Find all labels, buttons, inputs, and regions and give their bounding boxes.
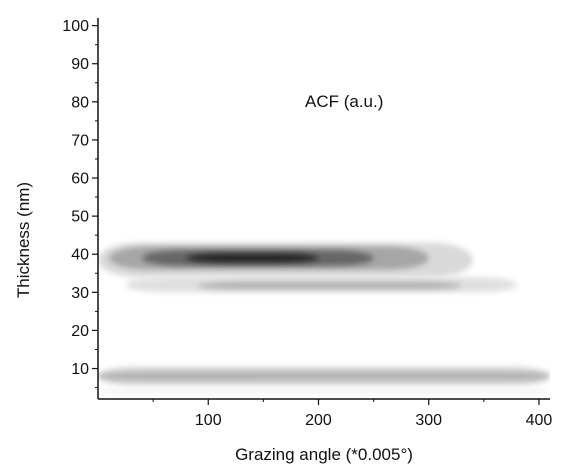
y-tick-label-40: 40 [71,247,89,264]
contour-band-32nm-inner [197,281,462,290]
y-axis-title: Thickness (nm) [14,182,33,298]
y-tick-label-100: 100 [62,18,89,35]
y-tick-label-30: 30 [71,285,89,302]
contour-band-40nm-core [186,253,319,263]
y-tick-label-50: 50 [71,209,89,226]
x-axis-title: Grazing angle (*0.005°) [235,445,413,464]
contour-band-4nm [98,389,550,394]
contour-bands [98,242,550,394]
contour-band-8nm-inner [98,371,550,381]
x-tick-label-300: 300 [415,412,442,429]
y-tick-label-10: 10 [71,361,89,378]
y-tick-label-90: 90 [71,56,89,73]
x-tick-label-200: 200 [305,412,332,429]
x-tick-label-100: 100 [195,412,222,429]
y-tick-label-20: 20 [71,323,89,340]
y-tick-label-60: 60 [71,171,89,188]
annotation-label: ACF (a.u.) [305,92,383,111]
x-tick-label-400: 400 [526,412,553,429]
axes: 10 20 30 40 50 60 70 80 90 100 100 200 300 400 [62,18,552,429]
y-tick-label-70: 70 [71,132,89,149]
y-tick-label-80: 80 [71,94,89,111]
